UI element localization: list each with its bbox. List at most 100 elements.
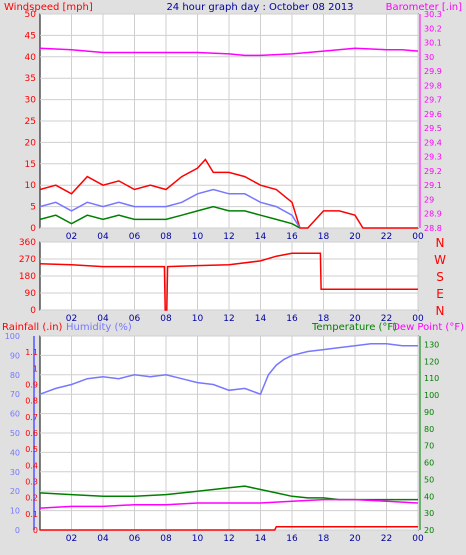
humidity-axis-label: Humidity (%)	[66, 322, 132, 333]
chart-layer: 02 04 06 08 10 12 14 16 18 20 22 000510152025303540…	[2, 10, 464, 544]
baro-y-tick-label: 29.5	[424, 124, 442, 133]
x-tick-label: 10	[192, 314, 204, 324]
wind-y-tick-label: 0	[30, 224, 36, 234]
x-tick-label: 00	[412, 314, 424, 324]
temperature-axis-label: Temperature (°F)	[311, 322, 397, 333]
humidity-y-tick-label: 20	[10, 487, 20, 496]
compass-label: N	[436, 304, 445, 318]
rain-y-tick-label: 1	[33, 364, 38, 373]
wind-y-tick-label: 10	[25, 181, 37, 191]
x-tick-label: 18	[318, 232, 330, 242]
humidity-y-tick-label: 40	[10, 448, 20, 457]
baro-y-tick-label: 29.8	[424, 81, 442, 90]
direction-y-tick-label: 360	[19, 238, 36, 248]
humidity-y-tick-label: 60	[10, 410, 20, 419]
x-tick-label: 12	[223, 314, 234, 324]
rain-y-tick-label: 1.1	[25, 348, 38, 357]
x-tick-label: 20	[349, 232, 361, 242]
x-tick-label: 06	[129, 232, 141, 242]
wind-y-tick-label: 35	[25, 74, 36, 84]
x-tick-label: 16	[286, 232, 298, 242]
x-tick-label: 22	[381, 232, 392, 242]
baro-y-tick-label: 28.9	[424, 210, 442, 219]
dewpoint-axis-label: Dew Point (°F)	[392, 322, 464, 333]
direction-y-tick-label: 0	[30, 306, 36, 316]
humidity-y-tick-label: 0	[15, 526, 20, 535]
rain-y-tick-label: 0.8	[25, 397, 38, 406]
rain-y-tick-label: 0.6	[25, 429, 38, 438]
x-tick-label: 14	[255, 314, 267, 324]
temperature-y-tick-label: 40	[424, 492, 434, 501]
baro-y-tick-label: 29.4	[424, 138, 442, 147]
baro-y-tick-label: 29.3	[424, 153, 442, 162]
rain-y-tick-label: 0.4	[25, 461, 38, 470]
x-tick-label: 20	[349, 534, 361, 544]
temperature-y-tick-label: 30	[424, 509, 434, 518]
x-tick-label: 16	[286, 314, 298, 324]
rainfall-axis-label: Rainfall (.in)	[2, 322, 63, 333]
x-tick-label: 02	[66, 232, 77, 242]
humidity-y-tick-label: 30	[10, 468, 20, 477]
wind-y-tick-label: 50	[25, 10, 37, 20]
temperature-y-tick-label: 80	[424, 425, 434, 434]
x-tick-label: 12	[223, 534, 234, 544]
wind-y-tick-label: 5	[30, 203, 36, 213]
rain-y-tick-label: 0.3	[25, 478, 38, 487]
x-tick-label: 08	[160, 534, 172, 544]
humidity-y-tick-label: 80	[10, 371, 20, 380]
wind-y-tick-label: 25	[25, 117, 36, 127]
temperature-y-tick-label: 50	[424, 475, 434, 484]
series-magenta-line	[39, 498, 419, 509]
wind-y-tick-label: 30	[25, 96, 37, 106]
humidity-y-tick-label: 50	[10, 429, 20, 438]
temperature-y-tick-label: 100	[424, 391, 439, 400]
x-tick-label: 12	[223, 232, 234, 242]
baro-y-tick-label: 29.6	[424, 110, 442, 119]
windspeed-axis-label: Windspeed [mph]	[4, 2, 93, 13]
x-tick-label: 16	[286, 534, 298, 544]
series-blue-line	[39, 343, 418, 396]
x-tick-label: 04	[97, 534, 109, 544]
x-tick-label: 06	[129, 534, 141, 544]
x-tick-label: 18	[318, 314, 330, 324]
graph-title: 24 hour graph day : October 08 2013	[166, 2, 353, 13]
x-tick-label: 00	[412, 534, 424, 544]
compass-label: W	[434, 253, 446, 267]
x-tick-label: 22	[381, 534, 392, 544]
x-tick-label: 22	[381, 314, 392, 324]
rain-y-tick-label: 0	[33, 526, 38, 535]
baro-y-tick-label: 30.3	[424, 10, 442, 19]
x-tick-label: 10	[192, 232, 204, 242]
temperature-y-tick-label: 90	[424, 408, 434, 417]
humidity-y-tick-label: 100	[5, 332, 20, 341]
baro-y-tick-label: 30.1	[424, 39, 442, 48]
series-red-line	[40, 526, 418, 531]
x-tick-label: 14	[255, 534, 267, 544]
series-green-line	[39, 205, 301, 229]
temperature-y-tick-label: 60	[424, 459, 434, 468]
compass-label: N	[436, 236, 445, 250]
rain-y-tick-label: 0.2	[25, 494, 38, 503]
humidity-y-tick-label: 10	[10, 507, 20, 516]
series-blue-line	[39, 188, 301, 229]
temperature-y-tick-label: 70	[424, 442, 434, 451]
temperature-y-tick-label: 110	[424, 374, 439, 383]
rain-y-tick-label: 0.7	[25, 413, 38, 422]
rain-y-tick-label: 0.9	[25, 381, 38, 390]
x-tick-label: 02	[66, 314, 77, 324]
baro-y-tick-label: 29.7	[424, 96, 442, 105]
baro-y-tick-label: 30	[424, 53, 434, 62]
baro-y-tick-label: 30.2	[424, 24, 442, 33]
wind-y-tick-label: 20	[25, 138, 37, 148]
x-tick-label: 08	[160, 314, 172, 324]
direction-y-tick-label: 270	[19, 255, 36, 265]
humidity-y-tick-label: 90	[10, 351, 20, 360]
x-tick-label: 04	[97, 232, 109, 242]
wind-y-tick-label: 40	[25, 53, 37, 63]
temperature-y-tick-label: 120	[424, 357, 439, 366]
wind-y-tick-label: 45	[25, 31, 36, 41]
x-tick-label: 00	[412, 232, 424, 242]
wind-y-tick-label: 15	[25, 160, 36, 170]
rain-y-tick-label: 0.5	[25, 445, 38, 454]
x-tick-label: 14	[255, 232, 267, 242]
